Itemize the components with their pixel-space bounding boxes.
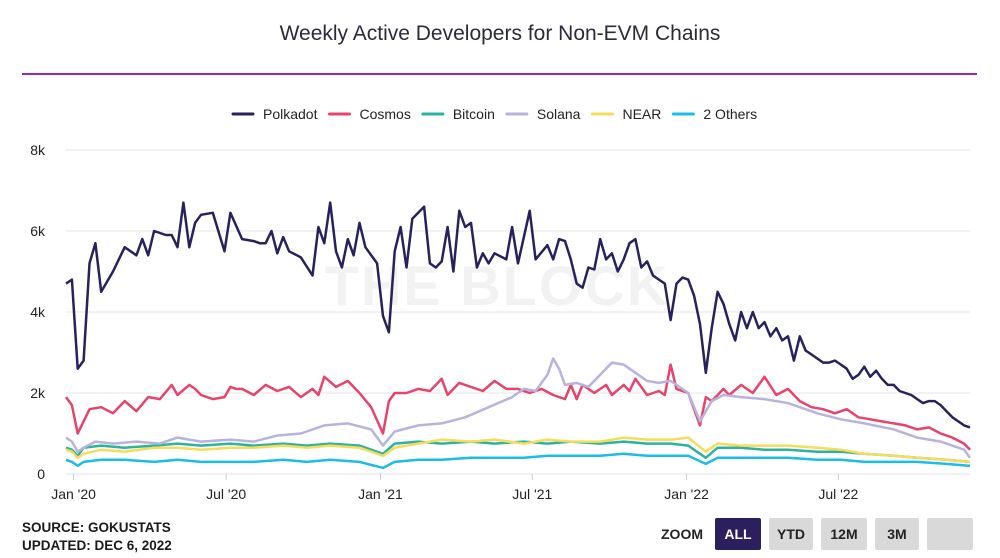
y-tick-label: 4k [30,304,46,320]
x-tick-label: Jan '21 [358,486,403,502]
legend-item-cosmos[interactable]: Cosmos [327,106,411,122]
x-axis: Jan '20 Jul '20 Jan '21 Jul '21 Jan '22 Jul '… [51,474,859,502]
legend-label: Cosmos [359,106,410,122]
legend-item-polkadot[interactable]: Polkadot [231,106,318,122]
series-line-solana [65,357,972,459]
legend-label: 2 Others [703,106,757,122]
legend-label: Solana [537,106,581,122]
legend: Polkadot Cosmos Bitcoin Solana NEAR 2 Others [231,106,757,122]
legend-item-2-others[interactable]: 2 Others [671,106,757,122]
series-lines [64,201,972,470]
legend-label: Bitcoin [453,106,495,122]
legend-label: NEAR [622,106,661,122]
chart-title: Weekly Active Developers for Non-EVM Cha… [279,22,721,45]
legend-item-bitcoin[interactable]: Bitcoin [421,106,495,122]
series-line-bitcoin [65,440,971,464]
source-text: SOURCE: GOKUSTATS [22,520,171,535]
x-tick-label: Jul '22 [818,486,858,502]
legend-item-solana[interactable]: Solana [505,106,581,122]
zoom-ytd-button[interactable]: YTD [769,518,813,550]
y-tick-label: 2k [30,385,46,401]
zoom-label: ZOOM [661,526,703,542]
y-tick-label: 8k [30,142,46,158]
x-tick-label: Jan '20 [51,486,96,502]
zoom-controls: ZOOM ALL YTD 12M 3M [661,518,973,550]
updated-text: UPDATED: DEC 6, 2022 [22,538,172,553]
y-tick-label: 0 [37,466,45,482]
source-note: SOURCE: GOKUSTATS UPDATED: DEC 6, 2022 [22,519,172,555]
series-line-2-others [65,452,971,470]
y-tick-label: 6k [30,223,46,239]
series-line-polkadot [65,201,971,429]
y-axis: 0 2k 4k 6k 8k [30,142,46,482]
legend-item-near[interactable]: NEAR [590,106,661,122]
series-line-near [65,436,971,464]
zoom-3m-button[interactable]: 3M [875,518,919,550]
x-tick-label: Jul '20 [206,486,246,502]
legend-label: Polkadot [263,106,318,122]
grid-lines [66,149,970,475]
x-tick-label: Jul '21 [512,486,552,502]
series-line-cosmos [64,363,971,451]
title-divider [22,73,977,75]
x-tick-label: Jan '22 [664,486,709,502]
zoom-blank-button[interactable] [927,518,973,550]
zoom-12m-button[interactable]: 12M [821,518,867,550]
zoom-all-button[interactable]: ALL [715,518,761,550]
